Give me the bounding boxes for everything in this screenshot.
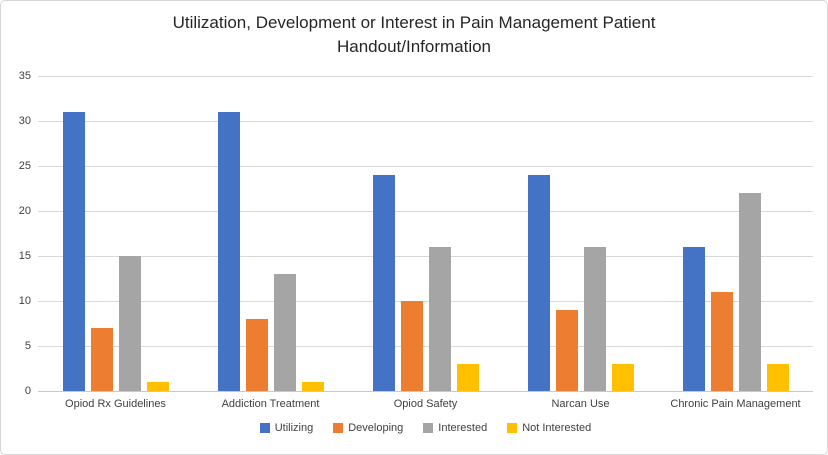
bar-group-chronic-pain-management bbox=[658, 76, 813, 391]
bar-group-addiction-treatment bbox=[193, 76, 348, 391]
bar-utilizing-opiod-rx-guidelines bbox=[62, 112, 85, 391]
y-axis-tick-label: 35 bbox=[18, 70, 31, 82]
legend-swatch-icon bbox=[507, 423, 518, 433]
bar-developing-narcan-use bbox=[555, 310, 578, 391]
legend-label: Not Interested bbox=[522, 422, 592, 434]
y-axis-tick-label: 20 bbox=[18, 205, 31, 217]
bar-interested-addiction-treatment bbox=[273, 274, 296, 391]
bar-group-opiod-safety bbox=[348, 76, 503, 391]
bar-interested-opiod-rx-guidelines bbox=[118, 256, 141, 391]
gridline-y-20 bbox=[38, 211, 813, 212]
legend-label: Interested bbox=[438, 422, 488, 434]
x-axis-label-narcan-use: Narcan Use bbox=[551, 398, 610, 410]
chart-title-line-2: Handout/Information bbox=[336, 37, 492, 56]
chart-title: Utilization, Development or Interest in … bbox=[1, 11, 827, 59]
bar-not-interested-opiod-safety bbox=[456, 364, 479, 391]
y-axis-tick-label: 0 bbox=[24, 385, 31, 397]
gridline-y-0 bbox=[38, 391, 813, 392]
y-axis-tick-label: 25 bbox=[18, 160, 31, 172]
x-axis-labels: Opiod Rx Guidelines Addiction Treatment Op… bbox=[38, 398, 813, 410]
bar-interested-narcan-use bbox=[583, 247, 606, 391]
bar-group-opiod-rx-guidelines bbox=[38, 76, 193, 391]
gridline-y-30 bbox=[38, 121, 813, 122]
bar-group-narcan-use bbox=[503, 76, 658, 391]
bar-utilizing-addiction-treatment bbox=[217, 112, 240, 391]
legend-item-interested: Interested bbox=[423, 422, 487, 434]
bar-not-interested-narcan-use bbox=[611, 364, 634, 391]
bar-developing-opiod-safety bbox=[400, 301, 423, 391]
legend: Utilizing Developing Interested Not Interes… bbox=[38, 422, 813, 434]
y-axis-tick-label: 5 bbox=[24, 340, 31, 352]
legend-swatch-icon bbox=[259, 423, 270, 433]
legend-swatch-icon bbox=[333, 423, 344, 433]
bar-groups bbox=[38, 76, 813, 391]
bar-developing-chronic-pain-management bbox=[710, 292, 733, 391]
legend-swatch-icon bbox=[423, 423, 434, 433]
gridline-y-10 bbox=[38, 301, 813, 302]
y-axis-tick-label: 30 bbox=[18, 115, 31, 127]
bar-utilizing-opiod-safety bbox=[372, 175, 395, 391]
x-axis-label-chronic-pain-management: Chronic Pain Management bbox=[670, 398, 801, 410]
gridline-y-5 bbox=[38, 346, 813, 347]
y-axis-tick-label: 15 bbox=[18, 250, 31, 262]
bar-utilizing-chronic-pain-management bbox=[682, 247, 705, 391]
gridline-y-15 bbox=[38, 256, 813, 257]
bar-developing-opiod-rx-guidelines bbox=[90, 328, 113, 391]
bar-interested-opiod-safety bbox=[428, 247, 451, 391]
legend-label: Developing bbox=[348, 422, 404, 434]
legend-label: Utilizing bbox=[274, 422, 314, 434]
chart-title-line-1: Utilization, Development or Interest in … bbox=[172, 13, 656, 32]
x-axis-label-addiction-treatment: Addiction Treatment bbox=[221, 398, 320, 410]
bar-utilizing-narcan-use bbox=[527, 175, 550, 391]
bar-interested-chronic-pain-management bbox=[738, 193, 761, 391]
bar-developing-addiction-treatment bbox=[245, 319, 268, 391]
bar-not-interested-chronic-pain-management bbox=[766, 364, 789, 391]
legend-item-utilizing: Utilizing bbox=[259, 422, 314, 434]
legend-item-not-interested: Not Interested bbox=[507, 422, 591, 434]
gridline-y-35 bbox=[38, 76, 813, 77]
bar-not-interested-opiod-rx-guidelines bbox=[146, 382, 169, 391]
gridline-y-25 bbox=[38, 166, 813, 167]
x-axis-label-opiod-rx-guidelines: Opiod Rx Guidelines bbox=[65, 398, 166, 410]
y-axis-tick-label: 10 bbox=[18, 295, 31, 307]
x-axis-label-opiod-safety: Opiod Safety bbox=[393, 398, 458, 410]
bar-not-interested-addiction-treatment bbox=[301, 382, 324, 391]
legend-item-developing: Developing bbox=[333, 422, 403, 434]
